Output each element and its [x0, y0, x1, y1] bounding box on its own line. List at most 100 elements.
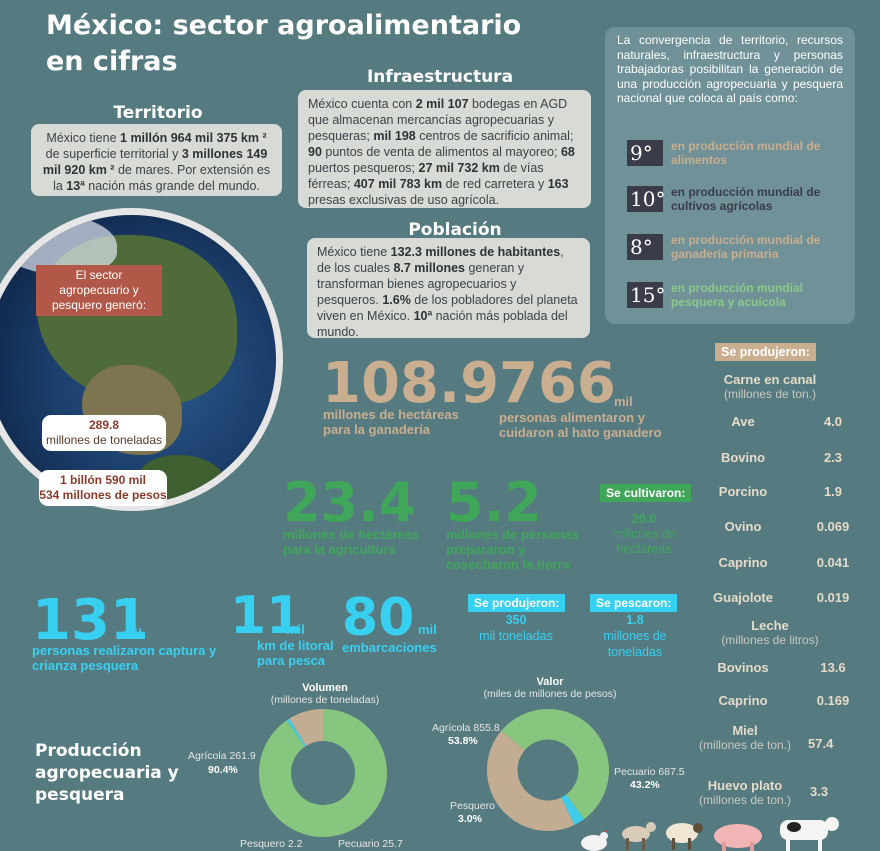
stat-hectareas-ganaderia-value: 108.9 [322, 351, 500, 416]
stat-personas-hato-suffix: mil [614, 394, 633, 409]
carne-heading-block: Carne en canal (millones de ton.) [680, 372, 860, 401]
stat-pesquera-label: personas realizaron captura y crianza pe… [32, 643, 217, 673]
cultivaron-tag: Se cultivaron: [600, 484, 692, 502]
stat-litoral-value: 11 [230, 586, 303, 646]
carne-name: Porcino [718, 484, 768, 499]
earth-banner: El sector agropecuario y pesquero generó… [36, 265, 162, 316]
rank-number: 10° [627, 186, 665, 212]
carne-name: Bovino [720, 450, 766, 465]
leche-name: Caprino [718, 693, 768, 708]
poblacion-text: México tiene 132.3 millones de habitante… [307, 238, 590, 339]
stat-hectareas-agricultura-value: 23.4 [283, 471, 417, 534]
goat-icon [622, 822, 656, 850]
carne-list: Ave 4.0 Bovino 2.3 Porcino 1.9 Ovino 0.069 C… [688, 414, 868, 614]
stat-pesquera-suffix: mil [123, 626, 142, 641]
carne-row-ovino: Ovino 0.069 [688, 519, 868, 534]
val-pesquero-label: Pesquero [450, 800, 495, 812]
huevo-block: Huevo plato (millones de ton.) [690, 778, 800, 807]
leche-unit: (millones de litros) [721, 633, 819, 647]
convergencia-text: La convergencia de territorio, recursos … [617, 33, 843, 105]
tons-value: 289.8 [88, 418, 120, 432]
carne-row-ave: Ave 4.0 [688, 414, 868, 429]
page-title: México: sector agroalimentario en cifras [46, 10, 522, 77]
donut-slice-pecuario [289, 709, 323, 746]
rank-label: en producción mundial de cultivos agríco… [671, 185, 821, 213]
carne-row-guajolote: Guajolote 0.019 [688, 590, 868, 605]
carne-value: 0.041 [816, 555, 850, 570]
rank-number: 15° [627, 282, 665, 308]
carne-value: 2.3 [823, 450, 843, 465]
pescaron-value: 1.8 [626, 613, 644, 627]
leche-heading-block: Leche (millones de litros) [680, 618, 860, 647]
rank-label: en producción mundial de ganadería prima… [671, 233, 821, 261]
produjeron-pesca-value: 350 [505, 613, 527, 627]
donut-slice-agrcola [259, 709, 387, 837]
pig-icon [714, 824, 762, 851]
carne-name: Ovino [724, 519, 762, 534]
carne-value: 0.069 [816, 519, 850, 534]
pescaron-tag: Se pescaron: [590, 594, 678, 612]
pesos-line1: 1 billón 590 mil [59, 473, 147, 487]
stat-embarcaciones-label: embarcaciones [342, 640, 437, 655]
stat-hectareas-ganaderia-label: millones de hectáreas para la ganadería [323, 407, 459, 437]
rank-label: en producción mundial pesquera y acuícol… [671, 281, 804, 309]
carne-value: 0.019 [816, 590, 850, 605]
cultivaron-unit: millones de hectáreas [612, 527, 676, 556]
carne-name: Caprino [718, 555, 768, 570]
rank-label: en producción mundial de alimentos [671, 139, 821, 167]
vol-agricola-pct: 90.4% [208, 764, 238, 776]
volumen-title: Volumen [302, 682, 348, 694]
stat-personas-tierra-value: 5.2 [446, 471, 542, 534]
valor-donut-chart [487, 709, 609, 831]
rank-pesquera: 15° en producción mundial pesquera y acu… [627, 281, 855, 309]
carne-row-porcino: Porcino 1.9 [688, 484, 868, 499]
valor-subtitle: (miles de millones de pesos) [483, 688, 617, 700]
huevo-unit: (millones de ton.) [698, 793, 792, 807]
rank-alimentos: 9° en producción mundial de alimentos [627, 139, 855, 167]
vol-pesquero-label: Pesquero 2.2 [240, 838, 303, 850]
carne-unit: (millones de ton.) [723, 387, 817, 401]
pesos-line2: 534 millones de pesos [39, 488, 167, 502]
vol-agricola-label: Agrícola 261.9 [188, 750, 256, 762]
rank-number: 9° [627, 140, 663, 166]
carne-row-caprino: Caprino 0.041 [688, 555, 868, 570]
infraestructura-heading: Infraestructura [366, 67, 514, 87]
carne-row-bovino: Bovino 2.3 [688, 450, 868, 465]
miel-value: 57.4 [808, 736, 834, 751]
leche-value: 0.169 [816, 693, 850, 708]
miel-unit: (millones de ton.) [698, 738, 792, 752]
carne-name: Ave [731, 414, 755, 429]
huevo-value: 3.3 [810, 784, 829, 799]
donut-slice-pecuario [487, 730, 575, 831]
stat-personas-hato-label: personas alimentaron y cuidaron al hato … [499, 410, 662, 440]
tons-unit: millones de toneladas [45, 433, 163, 447]
miel-block: Miel (millones de ton.) [690, 723, 800, 752]
pescaron-unit: millones de toneladas [603, 629, 667, 659]
cultivaron-info: 20.0 millones de hectáreas [600, 512, 688, 557]
produjeron-pesca-unit: mil toneladas [479, 629, 553, 643]
stat-hectareas-agricultura-label: millones de hectáreas para la agricultur… [283, 527, 419, 557]
tons-pill: 289.8 millones de toneladas [42, 415, 166, 451]
poblacion-heading: Población [408, 220, 502, 240]
val-agricola-pct: 53.8% [448, 735, 478, 747]
convergencia-panel: La convergencia de territorio, recursos … [605, 27, 855, 324]
val-pesquero-pct: 3.0% [458, 813, 482, 825]
val-pecuario-pct: 43.2% [630, 779, 660, 791]
miel-heading: Miel [732, 723, 758, 738]
leche-heading: Leche [751, 618, 789, 633]
produjeron-pesca-info: 350 mil toneladas [468, 612, 564, 644]
leche-name: Bovinos [717, 660, 769, 675]
leche-list: Bovinos 13.6 Caprino 0.169 [688, 660, 868, 720]
stat-embarcaciones-value: 80 [342, 588, 415, 648]
donut-slice-agrcola [501, 709, 609, 820]
pesos-pill: 1 billón 590 mil 534 millones de pesos [39, 470, 167, 506]
rank-cultivos: 10° en producción mundial de cultivos ag… [627, 185, 855, 213]
produccion-tag: Se produjeron: [715, 343, 816, 361]
pescaron-info: 1.8 millones de toneladas [590, 612, 680, 660]
val-pecuario-label: Pecuario 687.5 [614, 766, 685, 778]
territorio-text: México tiene 1 millón 964 mil 375 km ² d… [31, 124, 282, 196]
cow-icon [780, 817, 839, 851]
infraestructura-text: México cuenta con 2 mil 107 bodegas en A… [298, 90, 591, 208]
volumen-subtitle: (millones de toneladas) [270, 694, 380, 706]
chicken-icon [581, 830, 608, 851]
